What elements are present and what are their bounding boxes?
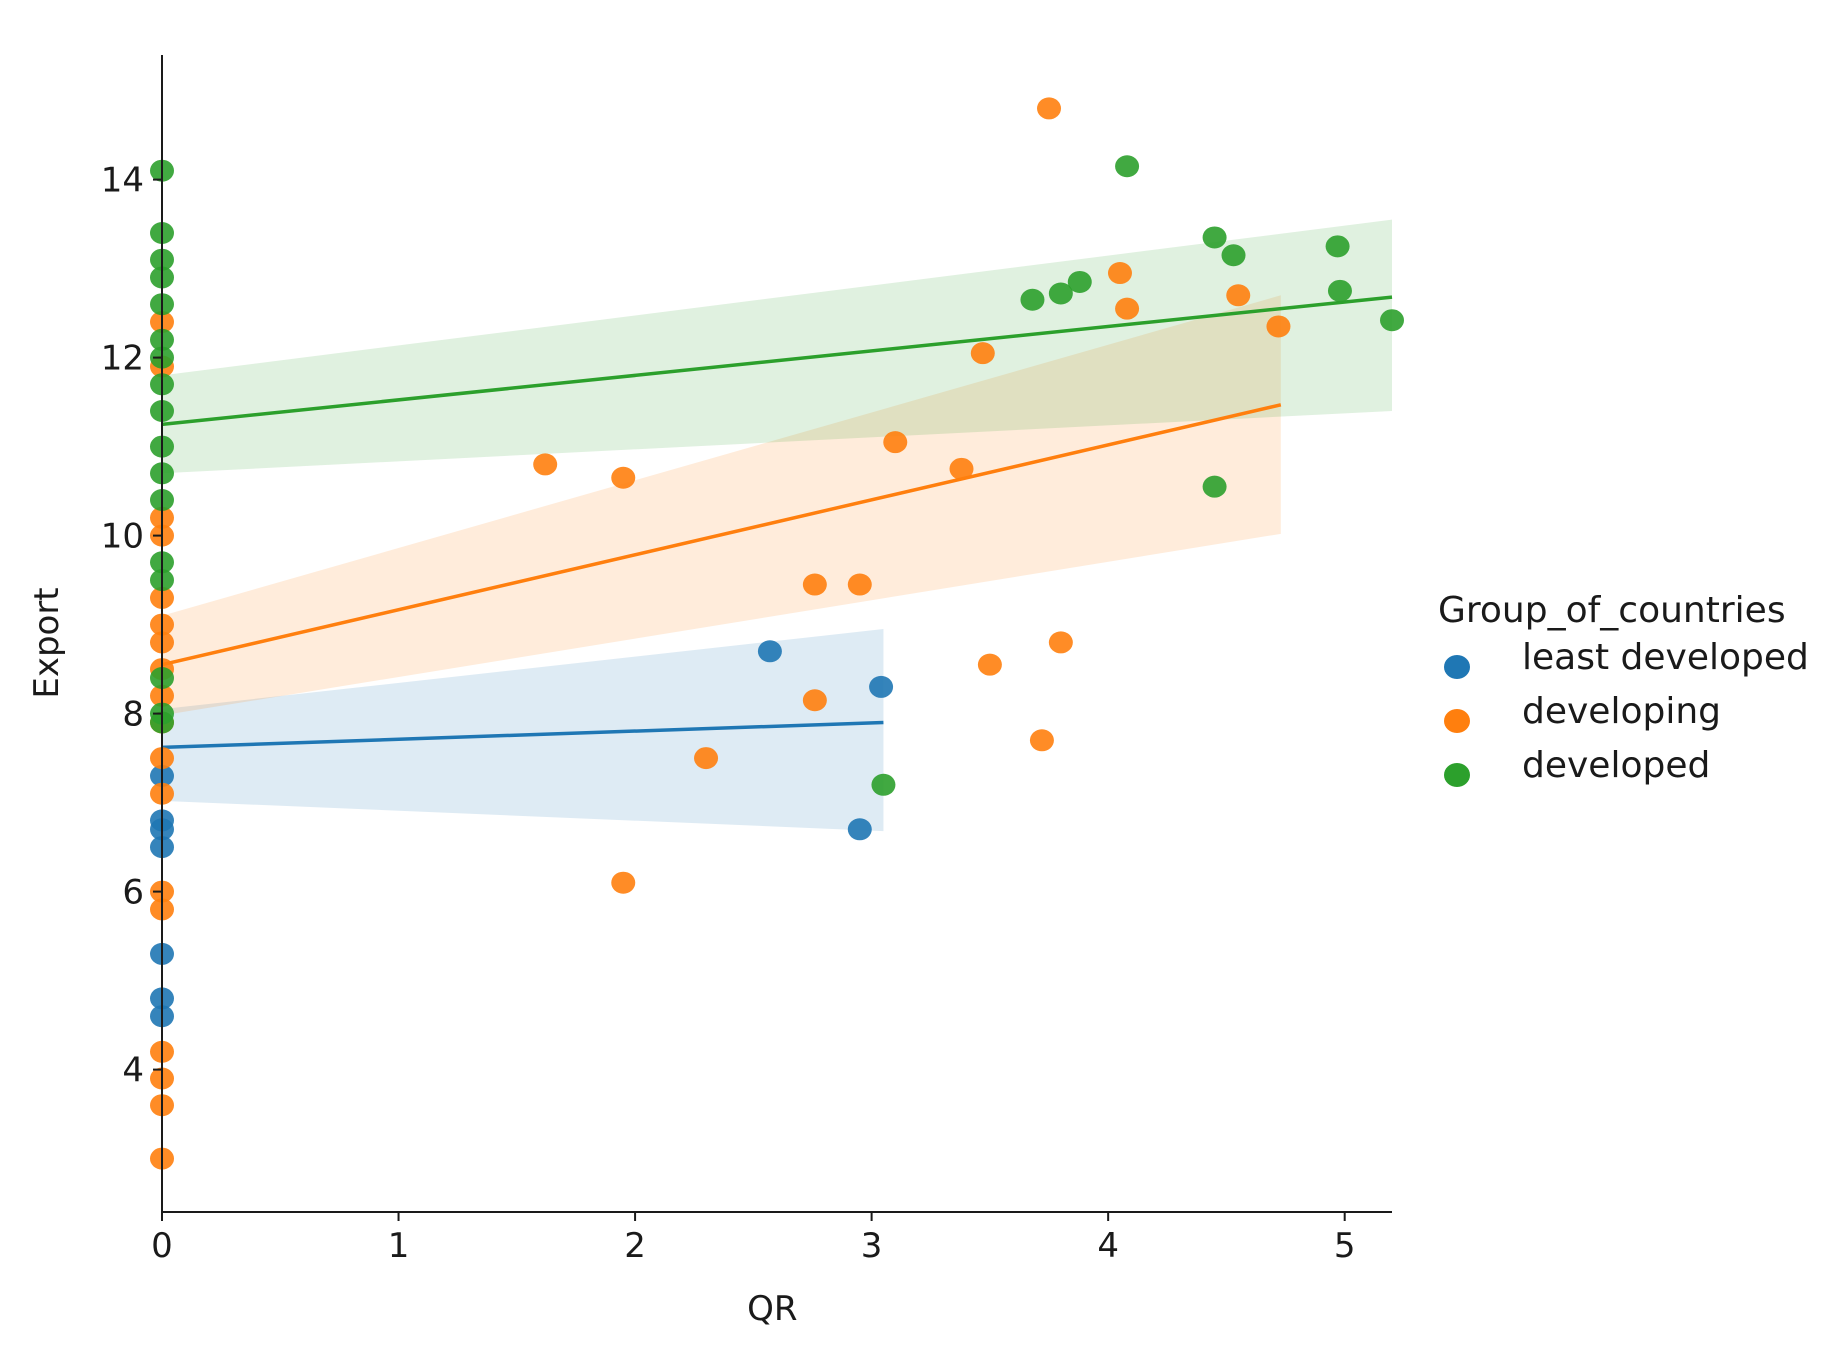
data-point-developed [1327, 279, 1352, 302]
data-point-developed [1325, 235, 1350, 258]
data-point-developing [611, 466, 636, 489]
fit-line-least-developed [161, 720, 884, 750]
y-tick-label: 12 [101, 339, 144, 379]
data-point-least-developed [847, 818, 872, 841]
legend-marker-developing [1444, 709, 1470, 733]
ci-band-developing [162, 295, 1281, 716]
data-point-developed [1020, 288, 1045, 311]
x-tick-label: 3 [861, 1226, 883, 1266]
fit-line-developed [161, 295, 1393, 427]
legend-label-developed: developed [1522, 745, 1710, 786]
data-point-developed [1115, 155, 1140, 178]
data-point-developed [1048, 282, 1073, 305]
data-point-developing [970, 342, 995, 365]
data-point-developed [871, 773, 896, 796]
data-point-developing [533, 453, 558, 476]
x-axis-title: QR [747, 1289, 797, 1329]
x-tick-label: 4 [1097, 1226, 1119, 1266]
data-point-least-developed [757, 640, 782, 663]
data-point-developing [1029, 729, 1054, 752]
x-tick-label: 5 [1334, 1226, 1356, 1266]
data-point-least-developed [869, 675, 894, 698]
data-point-developed [1202, 226, 1227, 249]
x-tick-label: 1 [388, 1226, 410, 1266]
data-point-developing [977, 653, 1002, 676]
data-point-developing [883, 431, 908, 454]
ci-band-least-developed [162, 629, 884, 832]
data-point-developing [1037, 97, 1062, 120]
data-point-developed [1067, 270, 1092, 293]
data-point-developing [694, 747, 719, 770]
x-tick-label: 2 [624, 1226, 646, 1266]
legend-label-developing: developing [1522, 691, 1721, 732]
y-tick-label: 10 [101, 517, 144, 557]
data-point-developing [802, 689, 827, 712]
legend-title: Group_of_countries [1438, 590, 1786, 631]
y-tick-label: 4 [122, 1051, 144, 1091]
y-tick-label: 6 [122, 873, 144, 913]
legend-label-least-developed: least developed [1522, 637, 1809, 678]
y-tick-label: 8 [122, 695, 144, 735]
y-tick-label: 14 [101, 161, 144, 201]
y-axis-title: Export [27, 587, 67, 698]
data-point-developed [1221, 244, 1246, 267]
data-point-developed [1202, 475, 1227, 498]
legend-marker-developed [1444, 763, 1470, 787]
fit-line-developing [161, 403, 1282, 667]
data-point-developing [1107, 262, 1132, 285]
regression-lines [161, 295, 1393, 750]
x-tick-label: 0 [151, 1226, 173, 1266]
scatter-points [150, 97, 1404, 1170]
legend-marker-least-developed [1444, 655, 1470, 679]
data-point-developing [1266, 315, 1291, 338]
data-point-developing [1115, 297, 1140, 320]
confidence-bands [162, 219, 1392, 832]
data-point-developing [1048, 631, 1073, 654]
data-point-developing [1226, 284, 1251, 307]
data-point-developing [611, 871, 636, 894]
data-point-developing [949, 457, 974, 480]
data-point-developed [1380, 309, 1404, 332]
data-point-developing [847, 573, 872, 596]
data-point-developing [802, 573, 827, 596]
